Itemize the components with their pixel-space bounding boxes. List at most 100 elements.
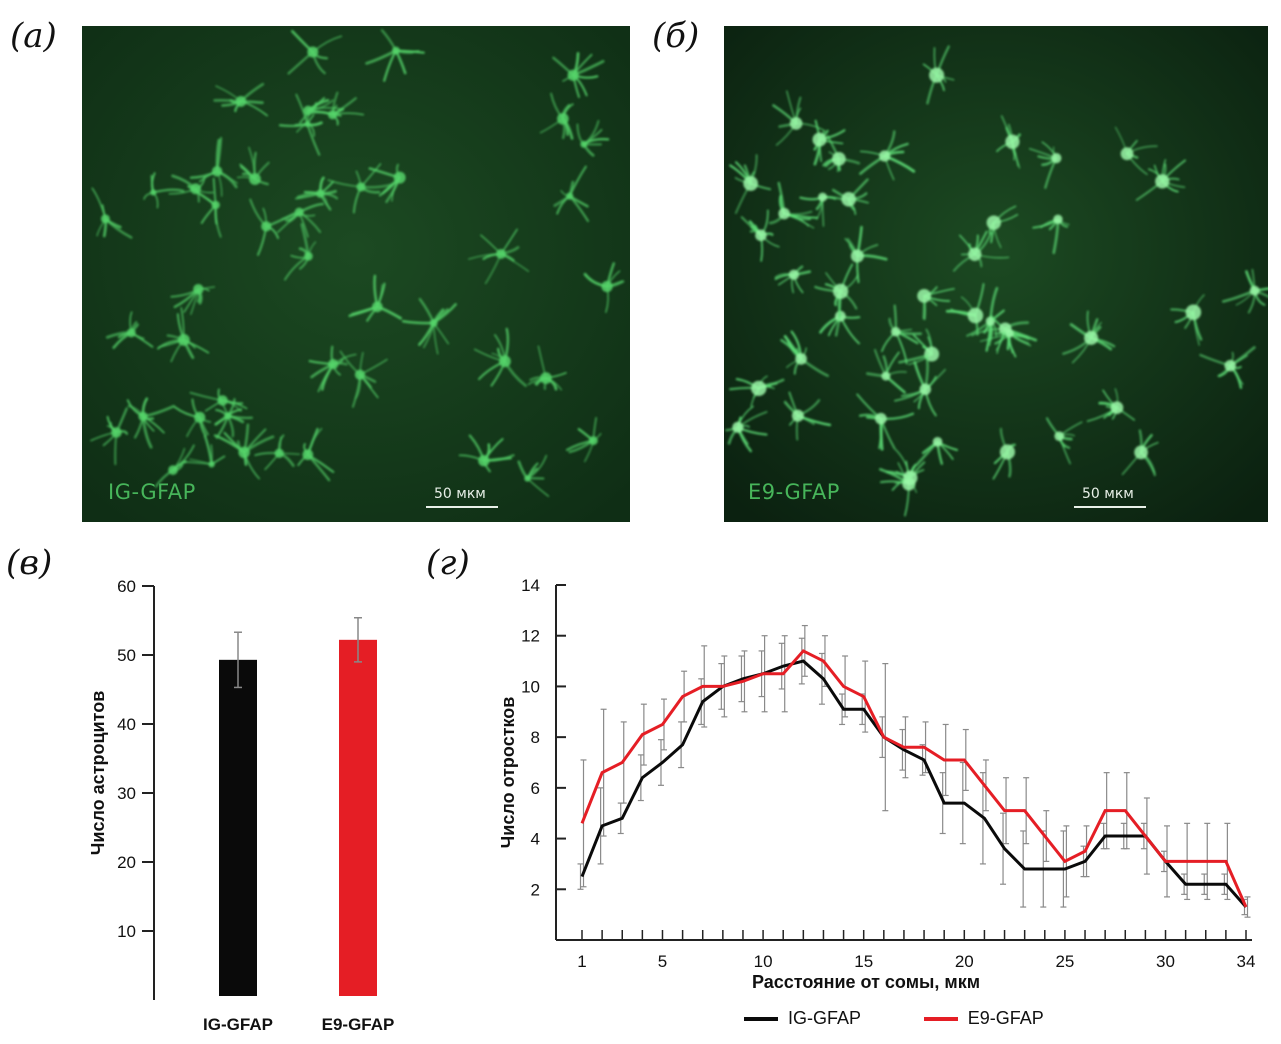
panel-letter-b: (б): [652, 16, 700, 56]
astrocyte-cell: [783, 391, 832, 441]
astrocyte-cell: [90, 407, 129, 466]
astrocyte-cell: [576, 120, 610, 157]
astrocyte-cell: [339, 350, 388, 408]
astrocyte-cell: [917, 286, 955, 321]
astrocyte-cell: [885, 448, 926, 493]
scale-bar: [1074, 506, 1146, 508]
astrocyte-cell: [772, 90, 826, 146]
astrocyte-cell: [180, 434, 226, 468]
astrocyte-cell: [368, 163, 406, 204]
astrocyte-cell: [780, 330, 829, 378]
bar: [219, 659, 257, 996]
astrocyte-cell: [213, 82, 268, 117]
astrocyte-cell: [467, 228, 530, 285]
micrograph-label: E9-GFAP: [748, 480, 840, 504]
series-line-e9-gfap: [580, 649, 1248, 908]
astrocyte-cell: [894, 354, 946, 417]
y-axis-label: Число астроцитов: [88, 691, 108, 856]
y-tick-label: 2: [531, 880, 540, 899]
y-axis-label: Число отростков: [498, 697, 518, 849]
astrocyte-cell: [214, 398, 253, 439]
x-tick-label: 34: [1237, 952, 1256, 971]
astrocyte-cell: [844, 225, 888, 284]
micrograph-ig-gfap: IG-GFAP 50 мкм: [82, 26, 630, 522]
astrocyte-cell: [1135, 159, 1187, 201]
micrograph-label: IG-GFAP: [108, 480, 196, 504]
astrocyte-cell: [213, 423, 275, 480]
x-tick-label: 10: [754, 952, 773, 971]
astrocyte-cell: [311, 91, 365, 126]
astrocyte-cell: [473, 327, 527, 387]
astrocyte-cell: [740, 209, 780, 262]
micrograph-e9-gfap-image: [724, 26, 1268, 522]
astrocyte-cell: [1062, 310, 1116, 364]
category-label: IG-GFAP: [203, 1015, 273, 1034]
astrocyte-cell: [126, 397, 176, 449]
astrocyte-cell: [866, 348, 907, 394]
astrocyte-cell: [729, 154, 772, 215]
astrocyte-cell: [173, 398, 212, 438]
y-tick-label: 6: [531, 779, 540, 798]
legend-label-ig-gfap: IG-GFAP: [788, 1008, 861, 1028]
panel-letter-a: (а): [10, 16, 57, 56]
astrocyte-cell: [859, 130, 916, 181]
astrocyte-cell: [236, 146, 270, 186]
legend-swatch-ig-gfap: [744, 1017, 778, 1022]
scale-bar-label: 50 мкм: [1082, 486, 1134, 502]
astrocyte-cell: [1221, 268, 1268, 314]
astrocyte-cell: [527, 345, 567, 391]
x-axis-label: Расстояние от сомы, мкм: [752, 972, 980, 992]
astrocyte-cell: [729, 375, 785, 408]
astrocyte-cell: [294, 176, 339, 211]
astrocyte-cell: [1045, 417, 1083, 465]
y-tick-label: 14: [521, 576, 540, 595]
astrocyte-cell: [552, 52, 605, 99]
astrocyte-cell: [189, 136, 238, 197]
y-tick-label: 8: [531, 728, 540, 747]
bar-chart-astrocyte-count: 10 20 30 40 50 60 Число астроцитов IG-GFAP E9-GF…: [88, 577, 395, 1034]
astrocyte-cell: [1028, 141, 1062, 189]
astrocyte-cell: [1086, 388, 1136, 423]
astrocyte-cell: [91, 187, 133, 239]
astrocyte-cell: [458, 434, 515, 473]
y-tick-label: 10: [521, 677, 540, 696]
astrocyte-cell: [583, 262, 625, 313]
legend-item-e9-gfap: E9-GFAP: [923, 1008, 1044, 1028]
astrocyte-cell: [915, 436, 959, 467]
astrocyte-cell: [1199, 346, 1256, 389]
astrocyte-cell: [945, 283, 985, 336]
astrocyte-cell: [187, 177, 222, 238]
legend-item-ig-gfap: IG-GFAP: [744, 1008, 866, 1028]
astrocyte-cell: [812, 119, 846, 166]
astrocyte-cell: [774, 265, 812, 294]
x-tick-label: 30: [1156, 952, 1175, 971]
micrograph-ig-gfap-image: [82, 26, 630, 522]
x-tick-label: 15: [854, 952, 873, 971]
astrocyte-cell: [278, 93, 323, 156]
astrocyte-cell: [517, 454, 550, 497]
y-tick-label: 40: [117, 715, 136, 734]
astrocyte-cell: [365, 29, 425, 82]
x-tick-label: 5: [658, 952, 667, 971]
astrocyte-cell: [1121, 429, 1159, 477]
astrocyte-cell: [327, 163, 393, 214]
astrocyte-cell: [157, 307, 210, 363]
astrocyte-cell: [814, 263, 859, 322]
astrocyte-cell: [297, 427, 335, 482]
x-tick-label: 20: [955, 952, 974, 971]
astrocyte-cell: [254, 434, 301, 471]
y-tick-label: 10: [117, 922, 136, 941]
micrograph-background: [724, 26, 1268, 522]
astrocyte-cell: [996, 115, 1021, 169]
astrocyte-cell: [992, 427, 1016, 480]
y-tick-label: 60: [117, 577, 136, 596]
series-line-ig-gfap: [580, 659, 1248, 909]
y-tick-label: 20: [117, 853, 136, 872]
x-tick-label: 25: [1055, 952, 1074, 971]
astrocyte-cell: [880, 304, 922, 365]
astrocyte-cell: [154, 444, 195, 488]
astrocyte-cell: [565, 416, 602, 463]
panel-letter-d: (г): [426, 543, 470, 583]
category-label: E9-GFAP: [322, 1015, 395, 1034]
astrocyte-cell: [168, 174, 214, 203]
